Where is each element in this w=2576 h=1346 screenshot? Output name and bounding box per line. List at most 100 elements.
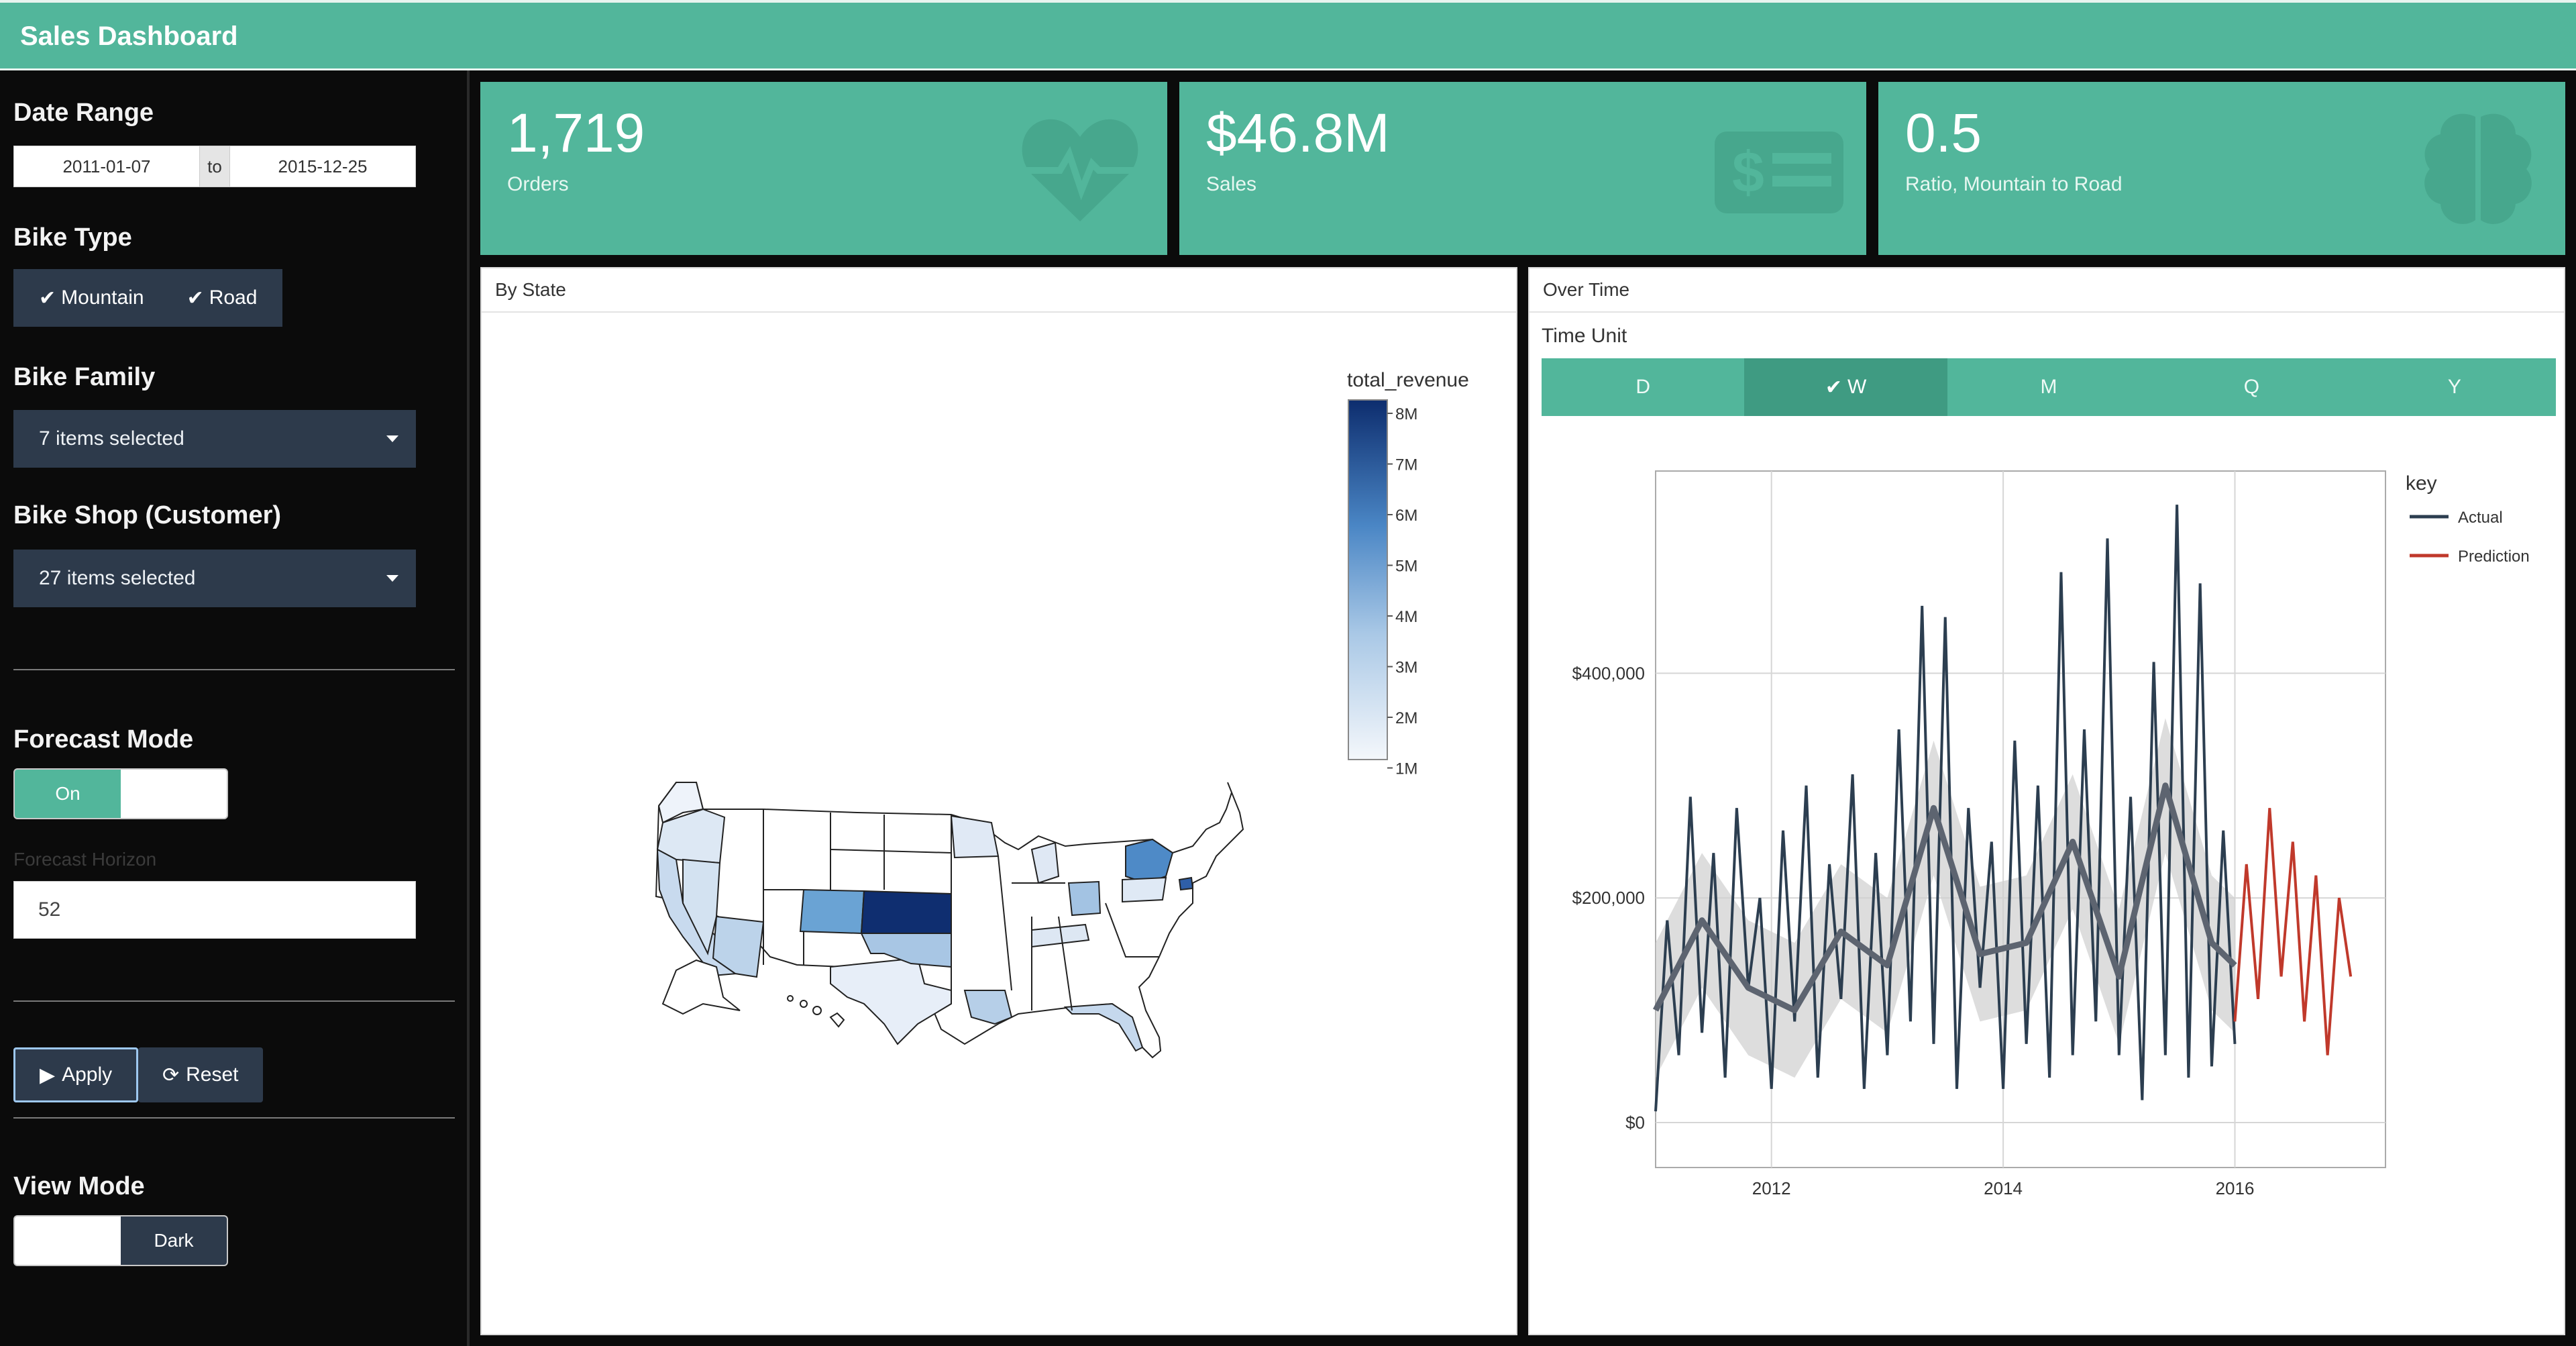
state-nv	[682, 858, 721, 955]
date-range-separator: to	[199, 146, 230, 187]
state-hi	[787, 995, 845, 1028]
kpi-sales-value: $46.8M	[1206, 103, 1390, 164]
caret-down-icon	[386, 435, 398, 442]
by-state-title: By State	[482, 268, 1516, 313]
legend-tick-label: 2M	[1395, 709, 1417, 727]
forecast-mode-label: Forecast Mode	[13, 725, 194, 754]
tab-day-label: D	[1635, 376, 1651, 398]
state-pa	[1122, 876, 1167, 903]
check-icon: ✔	[39, 287, 56, 309]
tab-year-label: Y	[2447, 376, 2461, 398]
divider	[13, 1117, 455, 1119]
apply-button[interactable]: ▶ Apply	[13, 1047, 139, 1102]
tab-day[interactable]: D	[1542, 358, 1745, 416]
legend-tick-label: 4M	[1395, 608, 1417, 626]
reset-button[interactable]: ⟳ Reset	[138, 1047, 263, 1102]
legend-tick-label: 8M	[1395, 405, 1417, 423]
bike-type-mountain-button[interactable]: ✔ Mountain	[13, 269, 170, 327]
state-ks	[860, 890, 952, 934]
view-mode-light-area	[15, 1216, 121, 1265]
sidebar: Date Range 2011-01-07 to 2015-12-25 Bike…	[0, 70, 470, 1346]
divider	[13, 669, 455, 670]
trend-line	[1653, 782, 2237, 1014]
tab-quarter-label: Q	[2243, 376, 2260, 398]
by-state-panel: By State	[480, 267, 1517, 1335]
svg-text:$: $	[1732, 140, 1764, 205]
forecast-mode-off-area	[121, 770, 227, 818]
date-end-input[interactable]: 2015-12-25	[278, 156, 368, 176]
bike-type-road-label: Road	[209, 287, 258, 309]
view-mode-dark-label: Dark	[121, 1216, 227, 1265]
bike-type-label: Bike Type	[13, 223, 132, 252]
bike-family-select[interactable]: 7 items selected	[13, 410, 416, 468]
state-mi	[1030, 841, 1060, 884]
state-la	[963, 990, 1013, 1025]
state-az	[712, 915, 765, 978]
date-start-input[interactable]: 2011-01-07	[62, 156, 151, 176]
app-title: Sales Dashboard	[20, 21, 238, 51]
tab-quarter[interactable]: Q	[2150, 358, 2353, 416]
divider	[13, 1000, 455, 1002]
tab-month-label: M	[2040, 376, 2057, 398]
forecast-mode-on-label: On	[15, 770, 121, 818]
map-legend-ticks: 8M 7M 6M 5M 4M 3M 2M 1M	[1387, 405, 1417, 778]
time-unit-tabs: D ✔ W M Q Y	[1542, 358, 2557, 416]
legend-tick-label: 1M	[1395, 760, 1417, 778]
over-time-title: Over Time	[1529, 268, 2564, 313]
forecast-mode-switch[interactable]: On	[13, 768, 228, 819]
us-choropleth-map: total_revenue 8M 7M 6M 5M 4M 3M 2M 1M	[655, 369, 1469, 1059]
time-unit-label: Time Unit	[1542, 325, 1627, 347]
kpi-orders: 1,719 Orders	[480, 82, 1167, 255]
state-tx	[830, 957, 952, 1045]
bike-shop-select[interactable]: 27 items selected	[13, 550, 416, 607]
brain-icon	[2424, 113, 2532, 224]
forecast-horizon-label: Forecast Horizon	[13, 849, 157, 870]
legend-tick-label: 7M	[1395, 456, 1417, 474]
kpi-sales: $46.8M Sales $	[1179, 82, 1866, 255]
app-header: Sales Dashboard	[0, 0, 2576, 70]
bike-type-road-button[interactable]: ✔ Road	[169, 269, 283, 327]
legend-title: key	[2406, 472, 2437, 495]
state-mn	[950, 815, 1000, 859]
state-borders	[763, 809, 1159, 1011]
view-mode-switch[interactable]: Dark	[13, 1215, 228, 1266]
y-tick-label: $0	[1625, 1112, 1645, 1133]
y-tick-label: $200,000	[1572, 888, 1645, 908]
forecast-horizon-input[interactable]: 52	[13, 881, 416, 939]
money-bill-icon: $	[1715, 132, 1843, 213]
bike-family-label: Bike Family	[13, 363, 156, 391]
state-fl	[1063, 1002, 1144, 1052]
x-tick-label: 2016	[2216, 1178, 2255, 1198]
y-tick-label: $400,000	[1572, 663, 1645, 683]
state-oh	[1067, 880, 1102, 917]
x-tick-label: 2012	[1752, 1178, 1791, 1198]
legend-entry: Actual	[2458, 509, 2503, 527]
series-line-actual	[1654, 505, 2237, 1112]
tab-week[interactable]: ✔ W	[1744, 358, 1947, 416]
tab-year[interactable]: Y	[2353, 358, 2557, 416]
play-icon: ▶	[40, 1064, 56, 1086]
tab-month[interactable]: M	[1947, 358, 2151, 416]
kpi-ratio: 0.5 Ratio, Mountain to Road	[1878, 82, 2565, 255]
map-legend-colorbar	[1348, 399, 1388, 760]
date-range-label: Date Range	[13, 99, 154, 127]
date-range-picker: 2011-01-07 to 2015-12-25	[13, 146, 416, 187]
kpi-ratio-label: Ratio, Mountain to Road	[1905, 173, 2123, 195]
legend-tick-label: 5M	[1395, 558, 1417, 576]
kpi-orders-label: Orders	[507, 173, 569, 195]
series-line-prediction	[2233, 808, 2353, 1055]
kpi-sales-label: Sales	[1206, 173, 1257, 195]
state-ct	[1178, 876, 1194, 891]
caret-down-icon	[386, 575, 398, 582]
bike-shop-label: Bike Shop (Customer)	[13, 501, 282, 529]
state-co	[799, 888, 865, 935]
bike-type-toggle-group: ✔ Mountain ✔ Road	[13, 269, 283, 327]
bike-shop-value: 27 items selected	[39, 567, 196, 589]
view-mode-label: View Mode	[13, 1172, 145, 1200]
tab-week-label: W	[1847, 376, 1867, 398]
apply-label: Apply	[62, 1064, 113, 1086]
bike-type-mountain-label: Mountain	[61, 287, 144, 309]
chart-legend: key Actual Prediction	[2406, 472, 2530, 566]
state-ak	[661, 959, 741, 1015]
reset-label: Reset	[186, 1064, 239, 1086]
